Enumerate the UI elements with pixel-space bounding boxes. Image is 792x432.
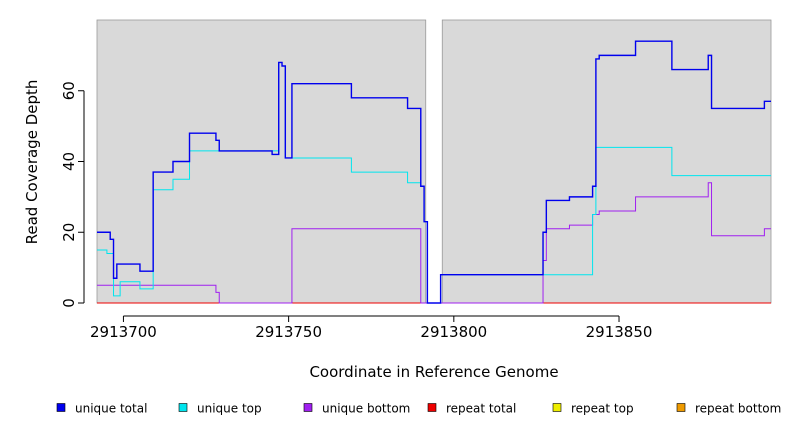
legend-swatch bbox=[427, 403, 437, 412]
y-tick-label: 60 bbox=[60, 81, 78, 100]
y-axis-title: Read Coverage Depth bbox=[23, 80, 41, 245]
legend-swatch bbox=[56, 403, 66, 412]
series-line-unique-total bbox=[97, 40, 771, 304]
legend-item-unique-bottom: unique bottom bbox=[303, 402, 410, 416]
legend-swatch bbox=[303, 403, 313, 412]
x-tick-label: 2913800 bbox=[420, 323, 487, 341]
plot-panel-1 bbox=[441, 19, 772, 304]
series-line-unique-bottom bbox=[97, 182, 771, 304]
x-tick-label: 2913750 bbox=[255, 323, 322, 341]
legend-item-unique-top: unique top bbox=[178, 402, 262, 416]
legend-label: repeat top bbox=[571, 402, 634, 416]
legend-label: repeat total bbox=[446, 402, 516, 416]
x-axis-title: Coordinate in Reference Genome bbox=[309, 363, 558, 381]
legend-swatch bbox=[676, 403, 686, 412]
x-tick-label: 2913700 bbox=[90, 323, 157, 341]
legend-label: unique total bbox=[75, 402, 147, 416]
legend-item-repeat-top: repeat top bbox=[552, 402, 634, 416]
y-tick-label: 0 bbox=[60, 298, 78, 308]
x-tick-label: 2913850 bbox=[586, 323, 653, 341]
y-tick-label: 40 bbox=[60, 152, 78, 171]
legend-swatch bbox=[178, 403, 188, 412]
plot-panel-0 bbox=[96, 19, 427, 304]
legend-label: unique bottom bbox=[322, 402, 410, 416]
legend-label: unique top bbox=[197, 402, 262, 416]
legend-item-unique-total: unique total bbox=[56, 402, 147, 416]
legend-item-repeat-bottom: repeat bottom bbox=[676, 402, 781, 416]
plot-background bbox=[96, 19, 772, 304]
legend-swatch bbox=[552, 403, 562, 412]
legend-item-repeat-total: repeat total bbox=[427, 402, 516, 416]
legend-label: repeat bottom bbox=[695, 402, 781, 416]
plot-series-group bbox=[97, 40, 771, 304]
legend: unique total unique top unique bottom repea… bbox=[56, 402, 781, 416]
y-tick-label: 20 bbox=[60, 223, 78, 242]
axes-group: 2913700 2913750 2913800 2913850 0 20 40 60 bbox=[60, 81, 652, 341]
